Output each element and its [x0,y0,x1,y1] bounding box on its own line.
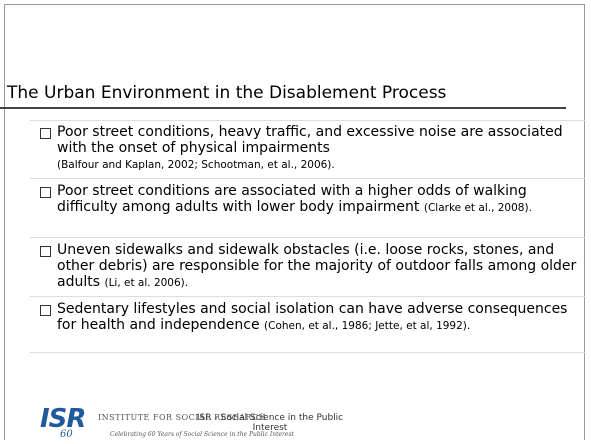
citation: (Cohen, et al., 1986; Jette, et al, 1992… [264,320,471,332]
separator [30,178,585,179]
footer-tagline: Celebrating 60 Years of Social Science i… [110,431,294,438]
bullet-box [40,305,51,316]
bullet: Sedentary lifestyles and social isolatio… [57,301,577,334]
bullet-text: Uneven sidewalks and sidewalk obstacles … [57,242,577,290]
title-rule [0,107,566,109]
bullet: Poor street conditions, heavy traffic, a… [57,124,577,173]
slide-frame [4,4,585,440]
footer-overlay: ISR - Social Science in the Public Inter… [196,413,344,433]
bullet-box [40,128,51,139]
bullet-text: Poor street conditions are associated wi… [57,183,527,215]
bullet: Uneven sidewalks and sidewalk obstacles … [57,242,577,291]
footer-institute: INSTITUTE FOR SOCIAL RESEARCH [98,413,267,422]
bullet-text: Poor street conditions, heavy traffic, a… [57,124,563,156]
separator [30,237,585,238]
footer-logo: ISR [40,404,86,434]
separator [30,352,585,353]
citation: (Balfour and Kaplan, 2002; Schootman, et… [57,159,335,171]
bullet-box [40,187,51,198]
bullet: Poor street conditions are associated wi… [57,183,577,216]
citation: (Li, et al. 2006). [104,277,189,289]
citation: (Clarke et al., 2008). [423,202,532,214]
bullet-text: Sedentary lifestyles and social isolatio… [57,301,568,333]
separator [30,120,585,121]
slide-title: The Urban Environment in the Disablement… [7,83,447,103]
footer-logo-year: 60 [60,429,73,440]
separator [30,296,585,297]
bullet-box [40,246,51,257]
